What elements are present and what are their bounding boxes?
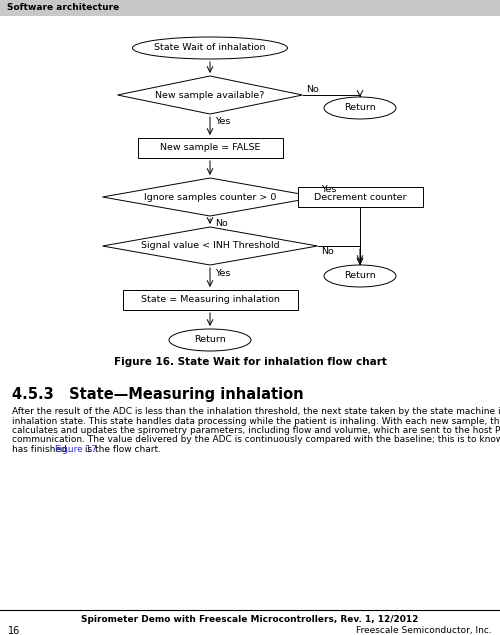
Text: Figure 16. State Wait for inhalation flow chart: Figure 16. State Wait for inhalation flo… <box>114 357 386 367</box>
Text: Yes: Yes <box>322 185 337 194</box>
Text: 16: 16 <box>8 626 20 635</box>
Text: New sample available?: New sample available? <box>156 91 264 100</box>
Text: Yes: Yes <box>215 117 230 126</box>
Text: Signal value < INH Threshold: Signal value < INH Threshold <box>140 241 280 250</box>
Text: Figure 17: Figure 17 <box>54 445 97 454</box>
Ellipse shape <box>324 97 396 119</box>
Text: State Wait of inhalation: State Wait of inhalation <box>154 44 266 53</box>
Text: After the result of the ADC is less than the inhalation threshold, the next stat: After the result of the ADC is less than… <box>12 407 500 416</box>
Polygon shape <box>102 227 318 265</box>
Text: No: No <box>215 220 228 229</box>
Text: 4.5.3   State—Measuring inhalation: 4.5.3 State—Measuring inhalation <box>12 387 304 402</box>
Text: Return: Return <box>194 335 226 345</box>
Text: Spirometer Demo with Freescale Microcontrollers, Rev. 1, 12/2012: Spirometer Demo with Freescale Microcont… <box>82 615 418 624</box>
Ellipse shape <box>324 265 396 287</box>
Text: State = Measuring inhalation: State = Measuring inhalation <box>140 295 280 305</box>
Text: New sample = FALSE: New sample = FALSE <box>160 144 260 152</box>
Text: inhalation state. This state handles data processing while the patient is inhali: inhalation state. This state handles dat… <box>12 417 500 425</box>
FancyBboxPatch shape <box>122 290 298 310</box>
Text: communication. The value delivered by the ADC is continuously compared with the : communication. The value delivered by th… <box>12 436 500 444</box>
Text: Decrement counter: Decrement counter <box>314 192 406 201</box>
Ellipse shape <box>169 329 251 351</box>
Text: No: No <box>306 84 320 93</box>
Text: Freescale Semiconductor, Inc.: Freescale Semiconductor, Inc. <box>356 626 492 635</box>
Polygon shape <box>118 76 302 114</box>
Polygon shape <box>102 178 318 216</box>
FancyBboxPatch shape <box>138 138 282 158</box>
Text: Return: Return <box>344 104 376 112</box>
Text: Return: Return <box>344 272 376 281</box>
Text: calculates and updates the spirometry parameters, including flow and volume, whi: calculates and updates the spirometry pa… <box>12 426 500 435</box>
Text: Software architecture: Software architecture <box>7 4 119 13</box>
FancyBboxPatch shape <box>298 187 422 207</box>
Text: is the flow chart.: is the flow chart. <box>82 445 161 454</box>
Ellipse shape <box>132 37 288 59</box>
Text: Yes: Yes <box>215 269 230 277</box>
FancyBboxPatch shape <box>0 0 500 16</box>
Text: has finished.: has finished. <box>12 445 72 454</box>
Text: No: No <box>322 248 334 257</box>
Text: Ignore samples counter > 0: Ignore samples counter > 0 <box>144 192 276 201</box>
